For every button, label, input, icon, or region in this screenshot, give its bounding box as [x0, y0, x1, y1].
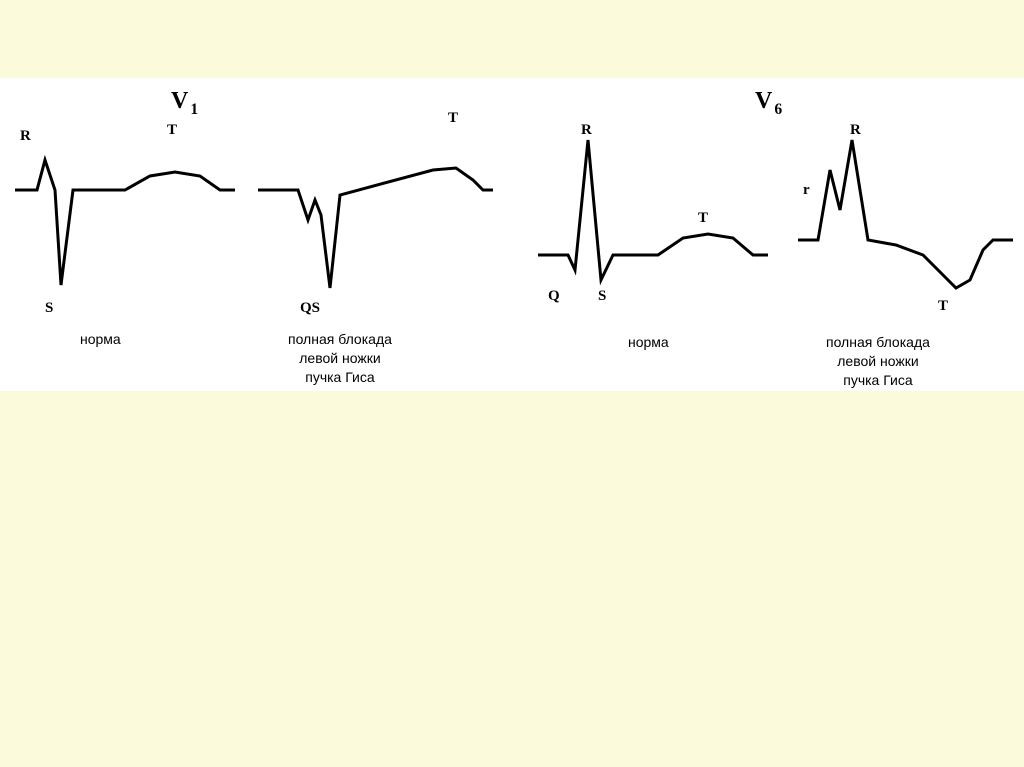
waveform-v6-block — [798, 140, 1013, 288]
wave-label-v6-normal-2: Q — [548, 288, 560, 305]
wave-label-v1-block-0: T — [448, 110, 458, 127]
caption-v6-normal: норма — [628, 333, 669, 352]
waveform-v1-block — [258, 168, 493, 288]
ecg-v6-block — [798, 140, 1013, 310]
wave-label-v1-normal-0: R — [20, 128, 31, 145]
caption-v1-normal: норма — [80, 330, 121, 349]
lead-title-sub: 1 — [190, 101, 198, 118]
wave-label-v6-block-1: r — [803, 182, 810, 199]
ecg-v6-normal — [538, 140, 768, 310]
page-root: V1V6 RTSнормаTQSполная блокада левой нож… — [0, 0, 1024, 767]
lead-title-sub: 6 — [774, 101, 782, 118]
caption-v1-block: полная блокада левой ножки пучка Гиса — [288, 330, 392, 387]
ecg-v1-normal — [15, 140, 235, 310]
waveform-v6-normal — [538, 140, 768, 280]
wave-label-v6-normal-0: R — [581, 122, 592, 139]
panel-v6-block: RrTполная блокада левой ножки пучка Гиса — [798, 140, 1013, 310]
wave-label-v6-normal-1: T — [698, 210, 708, 227]
wave-label-v1-normal-1: T — [167, 122, 177, 139]
wave-label-v6-block-2: T — [938, 298, 948, 315]
wave-label-v1-block-1: QS — [300, 300, 320, 317]
lead-title-main: V — [755, 88, 772, 114]
ecg-v1-block — [258, 140, 493, 310]
wave-label-v6-block-0: R — [850, 122, 861, 139]
caption-v6-block: полная блокада левой ножки пучка Гиса — [826, 333, 930, 390]
lead-title-1: V6 — [755, 88, 782, 119]
lead-title-0: V1 — [171, 88, 198, 119]
waveform-v1-normal — [15, 160, 235, 285]
wave-label-v6-normal-3: S — [598, 288, 606, 305]
wave-label-v1-normal-2: S — [45, 300, 53, 317]
panel-v1-block: TQSполная блокада левой ножки пучка Гиса — [258, 140, 493, 310]
lead-title-main: V — [171, 88, 188, 114]
panel-v6-normal: RTQSнорма — [538, 140, 768, 310]
panel-v1-normal: RTSнорма — [15, 140, 235, 310]
